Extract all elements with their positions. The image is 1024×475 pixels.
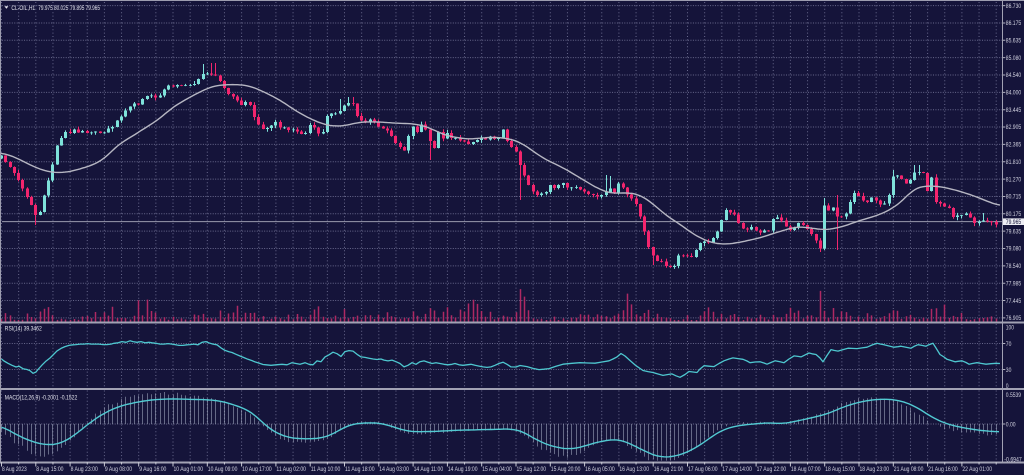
svg-text:17 Aug 06:00: 17 Aug 06:00 — [688, 466, 718, 473]
svg-text:77.445: 77.445 — [1006, 298, 1022, 305]
svg-text:18 Aug 15:00: 18 Aug 15:00 — [825, 466, 855, 473]
svg-text:10 Aug 17:00: 10 Aug 17:00 — [242, 466, 272, 473]
svg-text:21 Aug 08:00: 21 Aug 08:00 — [894, 466, 924, 473]
svg-text:8 Aug 15:00: 8 Aug 15:00 — [36, 466, 64, 473]
svg-text:79.975: 79.975 — [38, 5, 53, 12]
svg-text:82.905: 82.905 — [1006, 124, 1022, 131]
svg-text:80.175: 80.175 — [1006, 211, 1022, 218]
svg-text:-0.6947: -0.6947 — [1004, 457, 1022, 464]
svg-text:10 Aug 01:00: 10 Aug 01:00 — [174, 466, 204, 473]
svg-text:0: 0 — [1006, 383, 1009, 390]
svg-text:11 Aug 02:00: 11 Aug 02:00 — [276, 466, 306, 473]
svg-text:11 Aug 18:00: 11 Aug 18:00 — [345, 466, 375, 473]
svg-text:9 Aug 16:00: 9 Aug 16:00 — [139, 466, 167, 473]
svg-text:16 Aug 05:00: 16 Aug 05:00 — [585, 466, 615, 473]
svg-text:8 Aug 2023: 8 Aug 2023 — [2, 466, 27, 473]
svg-text:21 Aug 16:00: 21 Aug 16:00 — [928, 466, 958, 473]
svg-text:86.730: 86.730 — [1006, 3, 1022, 10]
svg-text:0.00: 0.00 — [1006, 421, 1016, 428]
svg-text:79.635: 79.635 — [1006, 228, 1022, 235]
svg-text:81.270: 81.270 — [1006, 176, 1022, 183]
svg-text:81.810: 81.810 — [1006, 159, 1022, 166]
svg-text:84.000: 84.000 — [1006, 90, 1022, 97]
svg-text:80.715: 80.715 — [1006, 194, 1022, 201]
svg-text:84.540: 84.540 — [1006, 72, 1022, 79]
svg-text:RSI(14) 39.3462: RSI(14) 39.3462 — [5, 326, 42, 333]
svg-text:16 Aug 13:00: 16 Aug 13:00 — [619, 466, 649, 473]
svg-text:10 Aug 09:00: 10 Aug 09:00 — [208, 466, 238, 473]
svg-text:17 Aug 22:00: 17 Aug 22:00 — [757, 466, 787, 473]
svg-text:70: 70 — [1006, 341, 1012, 348]
svg-text:76.905: 76.905 — [1006, 315, 1022, 322]
svg-text:8 Aug 23:00: 8 Aug 23:00 — [71, 466, 99, 473]
svg-text:79.895: 79.895 — [70, 5, 85, 12]
svg-text:15 Aug 20:00: 15 Aug 20:00 — [551, 466, 581, 473]
svg-text:CL-OIL,H1: CL-OIL,H1 — [11, 5, 35, 12]
svg-text:22 Aug 01:00: 22 Aug 01:00 — [962, 466, 992, 473]
svg-text:9 Aug 08:00: 9 Aug 08:00 — [105, 466, 133, 473]
svg-text:100: 100 — [1006, 324, 1015, 331]
svg-text:79.965: 79.965 — [1006, 219, 1022, 226]
svg-text:30: 30 — [1006, 367, 1012, 374]
svg-text:15 Aug 12:00: 15 Aug 12:00 — [517, 466, 547, 473]
svg-text:83.445: 83.445 — [1006, 107, 1022, 114]
svg-text:79.965: 79.965 — [86, 5, 101, 12]
svg-text:78.540: 78.540 — [1006, 263, 1022, 270]
svg-text:80.025: 80.025 — [54, 5, 69, 12]
svg-text:14 Aug 03:00: 14 Aug 03:00 — [379, 466, 409, 473]
svg-text:86.175: 86.175 — [1006, 20, 1022, 27]
svg-text:85.080: 85.080 — [1006, 55, 1022, 62]
svg-text:15 Aug 04:00: 15 Aug 04:00 — [482, 466, 512, 473]
svg-text:14 Aug 19:00: 14 Aug 19:00 — [448, 466, 478, 473]
svg-text:85.635: 85.635 — [1006, 38, 1022, 45]
svg-text:0.5539: 0.5539 — [1006, 392, 1022, 399]
svg-text:79.080: 79.080 — [1006, 246, 1022, 253]
svg-text:17 Aug 14:00: 17 Aug 14:00 — [722, 466, 752, 473]
svg-text:18 Aug 07:00: 18 Aug 07:00 — [791, 466, 821, 473]
svg-text:16 Aug 21:00: 16 Aug 21:00 — [654, 466, 684, 473]
svg-text:MACD(12,26,9) -0.2001 -0.1522: MACD(12,26,9) -0.2001 -0.1522 — [5, 394, 78, 401]
svg-text:14 Aug 11:00: 14 Aug 11:00 — [414, 466, 444, 473]
svg-text:18 Aug 23:00: 18 Aug 23:00 — [860, 466, 890, 473]
svg-text:77.985: 77.985 — [1006, 280, 1022, 287]
svg-text:82.365: 82.365 — [1006, 142, 1022, 149]
svg-text:11 Aug 10:00: 11 Aug 10:00 — [311, 466, 341, 473]
